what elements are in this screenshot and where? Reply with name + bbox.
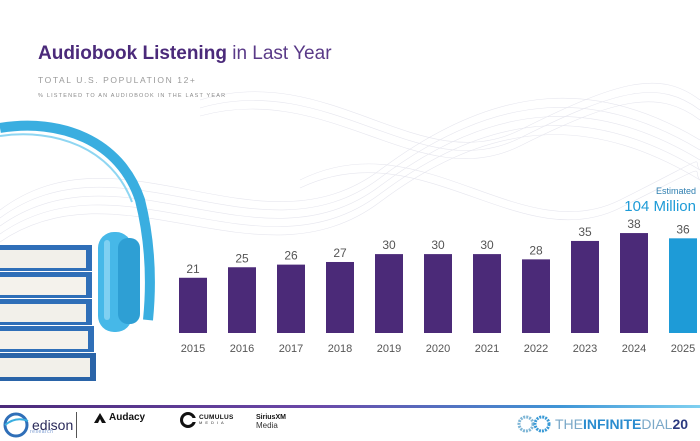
- x-tick-label-2024: 2024: [622, 343, 646, 355]
- data-label-2018: 27: [333, 246, 347, 260]
- siriusxm-media-logo: SiriusXM Media: [256, 414, 286, 430]
- data-label-2022: 28: [529, 243, 543, 257]
- edison-globe-icon: [3, 412, 29, 438]
- bar-chart: 21 2015 25 2016 26 2017 27 2018 30 2019 30 2020 30 20…: [179, 217, 697, 355]
- audacy-mark-icon: [94, 412, 106, 423]
- infinity-icon: [517, 415, 551, 433]
- estimate-label: Estimated: [655, 186, 696, 196]
- data-label-2021: 30: [480, 238, 494, 252]
- edison-text: edison: [32, 417, 74, 433]
- data-label-2017: 26: [284, 249, 298, 263]
- cumulus-subtext: MEDIA: [199, 420, 227, 426]
- edison-research-logo: edison research: [2, 412, 73, 438]
- data-label-2016: 25: [235, 251, 249, 265]
- x-tick-label-2019: 2019: [377, 343, 401, 355]
- footer-divider: [0, 405, 700, 408]
- audacy-text: Audacy: [109, 412, 146, 423]
- x-tick-label-2021: 2021: [475, 343, 499, 355]
- bar-2020: [424, 254, 452, 333]
- background-wave-pattern: [0, 82, 700, 243]
- bar-2017: [277, 264, 305, 333]
- logo-divider: [76, 412, 77, 438]
- title-rest: in Last Year: [226, 43, 332, 64]
- cumulus-text: CUMULUS: [199, 413, 234, 421]
- x-tick-label-2016: 2016: [230, 343, 254, 355]
- data-label-2020: 30: [431, 238, 445, 252]
- x-tick-label-2022: 2022: [524, 343, 548, 355]
- data-label-2023: 35: [578, 225, 592, 239]
- edison-subtext: research: [30, 429, 54, 435]
- cumulus-media-logo: CUMULUS MEDIA: [180, 412, 234, 428]
- x-tick-label-2018: 2018: [328, 343, 352, 355]
- x-tick-label-2025: 2025: [671, 343, 695, 355]
- data-label-2024: 38: [627, 217, 641, 231]
- dial-year: 20: [672, 416, 689, 432]
- x-tick-label-2020: 2020: [426, 343, 450, 355]
- infinite-dial-logo: THE INFINITE DIAL 20: [517, 415, 688, 433]
- book-stack-icon: [0, 245, 96, 381]
- x-tick-label-2023: 2023: [573, 343, 597, 355]
- data-label-2015: 21: [186, 262, 200, 276]
- bar-2018: [326, 261, 354, 333]
- bar-2016: [228, 267, 256, 333]
- bar-2021: [473, 254, 501, 333]
- estimate-value: 104 Million: [624, 198, 696, 215]
- data-label-2019: 30: [382, 238, 396, 252]
- headphones-books-illustration: [0, 120, 155, 381]
- bar-2022: [522, 259, 550, 333]
- measure-subtitle: % LISTENED TO AN AUDIOBOOK IN THE LAST Y…: [38, 93, 227, 99]
- dial-pre: THE: [555, 416, 583, 432]
- cumulus-mark-icon: [180, 412, 196, 428]
- data-label-2025: 36: [676, 222, 690, 236]
- sirius-subtext: Media: [256, 420, 278, 430]
- bar-2023: [571, 240, 599, 333]
- x-tick-label-2015: 2015: [181, 343, 205, 355]
- dial-bold: INFINITE: [583, 416, 642, 432]
- bar-2019: [375, 254, 403, 333]
- population-subtitle: TOTAL U.S. POPULATION 12+: [38, 75, 197, 85]
- bar-2025: [669, 238, 697, 333]
- title-bold: Audiobook Listening: [38, 43, 227, 64]
- page-title: Audiobook Listening in Last Year: [38, 43, 332, 65]
- audacy-logo: Audacy: [94, 412, 145, 423]
- headphones-icon: [0, 120, 155, 332]
- bar-2015: [179, 277, 207, 333]
- x-tick-label-2017: 2017: [279, 343, 303, 355]
- bar-2024: [620, 233, 648, 333]
- dial-post: DIAL: [641, 416, 673, 432]
- sirius-text: SiriusXM: [256, 414, 286, 421]
